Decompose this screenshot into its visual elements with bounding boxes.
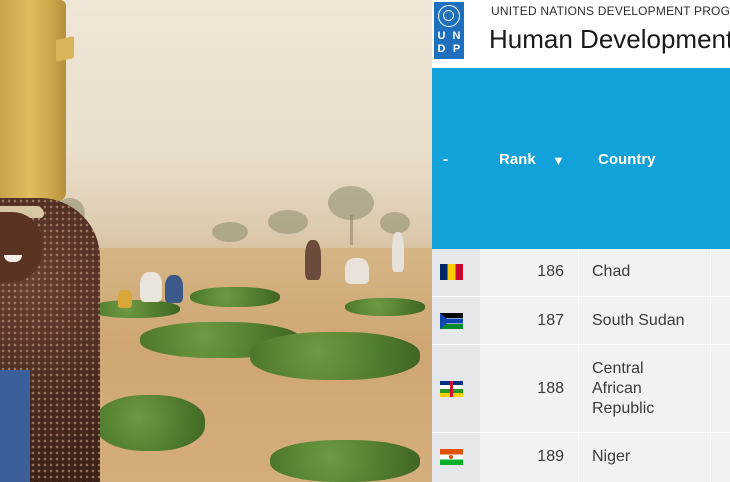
- cell-divider: [710, 345, 711, 432]
- crop-patch: [90, 300, 180, 318]
- flag-central-african-republic-icon: [440, 381, 463, 397]
- table-header: - Rank ▼ Country: [432, 68, 730, 249]
- country-name[interactable]: South Sudan: [592, 312, 685, 329]
- logo-letter: N: [452, 30, 461, 42]
- farmer-figure: [345, 258, 369, 284]
- logo-letter: U: [437, 30, 446, 42]
- sort-down-icon[interactable]: ▼: [552, 153, 565, 168]
- crop-patch: [250, 332, 420, 380]
- rank-value: 189: [537, 448, 564, 465]
- column-header-flag: -: [443, 151, 448, 168]
- table-row[interactable]: 186 Chad: [432, 249, 730, 297]
- table-row[interactable]: 189 Niger: [432, 433, 730, 482]
- org-name: UNITED NATIONS DEVELOPMENT PROGRAMME: [491, 4, 730, 18]
- cell-divider: [578, 433, 579, 482]
- flag-chad-icon: [440, 264, 463, 280]
- farmer-figure: [165, 275, 183, 303]
- logo-letters: U N D P: [434, 30, 464, 56]
- tree: [328, 186, 374, 220]
- table-row[interactable]: 187 South Sudan: [432, 297, 730, 345]
- hdr-panel: U N D P UNITED NATIONS DEVELOPMENT PROGR…: [432, 0, 730, 482]
- country-name[interactable]: Niger: [592, 448, 631, 465]
- woman-face: [0, 212, 42, 282]
- tree-trunk: [350, 215, 353, 245]
- smile: [4, 255, 22, 262]
- cell-divider: [710, 433, 711, 482]
- farmer-figure: [392, 232, 404, 272]
- table-row[interactable]: 188 Central African Republic: [432, 345, 730, 433]
- crop-patch: [345, 298, 425, 316]
- woman-dress: [0, 370, 30, 482]
- crop-patch: [190, 287, 280, 307]
- tree: [268, 210, 308, 234]
- cell-divider: [710, 297, 711, 344]
- country-name[interactable]: Chad: [592, 263, 631, 280]
- cell-divider: [578, 345, 579, 432]
- hero-photo: [0, 0, 432, 482]
- rank-value: 188: [537, 380, 564, 397]
- page-title[interactable]: Human Development Reports: [489, 24, 730, 54]
- farmer-figure: [305, 240, 321, 280]
- un-emblem-icon: [438, 5, 460, 27]
- cell-divider: [578, 249, 579, 296]
- country-name[interactable]: Central African Republic: [592, 360, 655, 417]
- flag-south-sudan-icon: [440, 313, 463, 329]
- bucket: [118, 290, 132, 308]
- jug-cap: [56, 36, 74, 62]
- tree: [380, 212, 410, 234]
- water-jug: [0, 0, 66, 202]
- farmer-figure: [140, 272, 162, 302]
- flag-niger-icon: [440, 449, 463, 465]
- cell-divider: [578, 297, 579, 344]
- crop-patch: [270, 440, 420, 482]
- logo-letter: P: [452, 43, 461, 55]
- undp-logo[interactable]: U N D P: [434, 2, 464, 59]
- column-header-country[interactable]: Country: [598, 151, 656, 168]
- site-header: U N D P UNITED NATIONS DEVELOPMENT PROGR…: [432, 0, 730, 68]
- column-header-rank[interactable]: Rank: [499, 151, 536, 168]
- rank-value: 187: [537, 312, 564, 329]
- logo-letter: D: [437, 43, 446, 55]
- rank-value: 186: [537, 263, 564, 280]
- tree: [212, 222, 248, 242]
- crop-patch: [95, 395, 205, 451]
- cell-divider: [710, 249, 711, 296]
